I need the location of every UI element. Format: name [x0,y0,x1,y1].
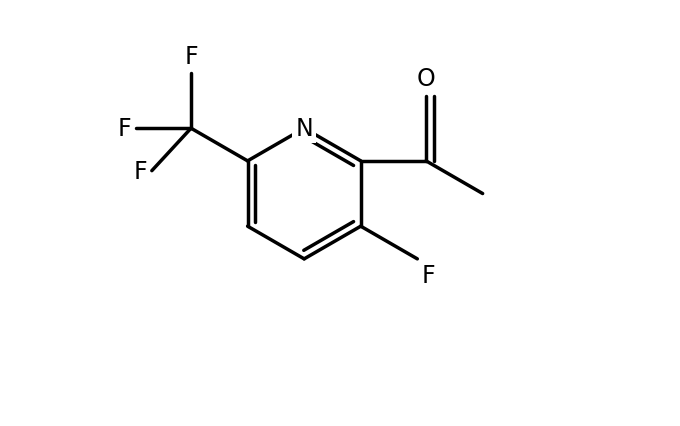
Text: F: F [134,159,148,183]
Text: O: O [417,67,435,91]
Text: F: F [184,45,198,69]
Text: N: N [295,117,313,141]
Text: F: F [118,117,131,141]
Text: F: F [422,263,435,288]
